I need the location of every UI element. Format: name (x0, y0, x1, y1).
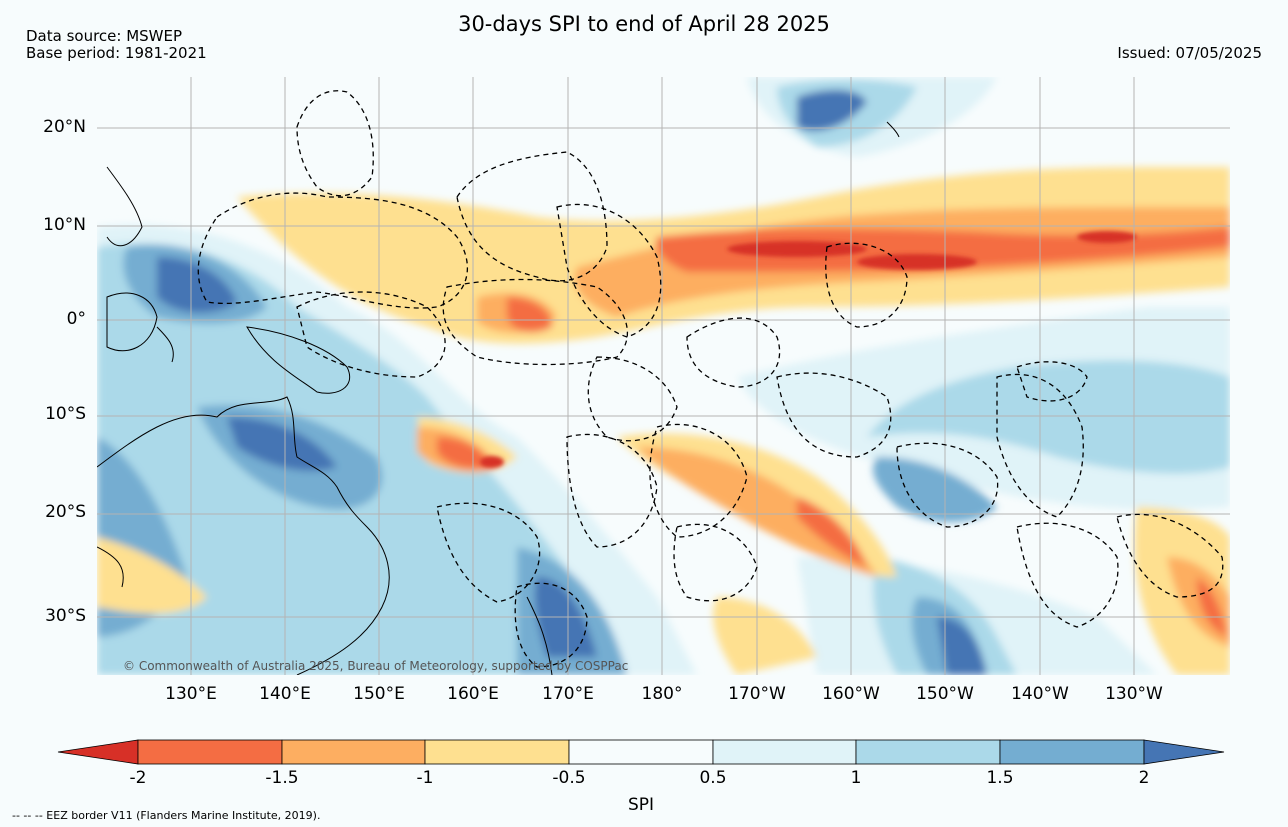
lon-label: 170°W (728, 684, 786, 704)
eez-border (296, 291, 446, 378)
issued-date-text: Issued: 07/05/2025 (1117, 44, 1262, 62)
lat-label: 20°N (43, 117, 86, 137)
lon-label: 130°W (1105, 684, 1163, 704)
colorbar-tick: -2 (129, 768, 147, 788)
eez-border (296, 90, 374, 197)
new-guinea-coast (246, 326, 351, 394)
colorbar-segment (999, 739, 1145, 765)
australia-coast (97, 396, 390, 675)
lon-label: 150°W (916, 684, 974, 704)
lat-label: 30°S (45, 606, 86, 626)
eez-border (825, 242, 908, 328)
spi-dry-extreme (857, 254, 977, 270)
colorbar-segment (281, 739, 426, 765)
colorbar-segment (855, 739, 1001, 765)
spi-dry-light (97, 537, 207, 614)
eez-border (776, 372, 892, 458)
lon-label: 140°E (259, 684, 311, 704)
spi-dry-extreme (727, 241, 867, 257)
spi-dry-strong (437, 437, 492, 469)
eez-border (556, 203, 662, 338)
spi-wet-extreme (937, 617, 987, 675)
spi-wet-strong (873, 457, 997, 522)
gridlines (97, 77, 1230, 675)
lat-label: 20°S (45, 502, 86, 522)
colorbar-segment (568, 739, 714, 765)
lon-label: 160°W (822, 684, 880, 704)
eez-border (996, 373, 1084, 518)
sulawesi-coast (156, 326, 174, 363)
eez-border (649, 423, 748, 538)
base-period-text: Base period: 1981-2021 (26, 44, 207, 62)
lon-label: 150°E (353, 684, 405, 704)
lon-label: 180° (641, 684, 683, 704)
colorbar-tick: -1.5 (265, 768, 299, 788)
eez-border (686, 317, 781, 388)
australia-west-coast (97, 546, 124, 588)
spi-dry-extreme-spots (480, 231, 1137, 468)
eez-border (587, 356, 678, 442)
new-zealand-coast (526, 596, 553, 675)
lon-label: 160°E (447, 684, 499, 704)
spi-map (97, 77, 1230, 675)
eez-border (896, 442, 999, 528)
colorbar-high-extension (1143, 739, 1225, 765)
spi-colorbar (57, 739, 1225, 765)
colorbar-tick: -1 (416, 768, 434, 788)
eez-border (1016, 522, 1119, 628)
spi-wet-extreme (227, 417, 337, 471)
eez-borders (197, 90, 1224, 668)
colorbar-label: SPI (627, 795, 655, 815)
spi-dry-extreme (480, 456, 504, 468)
colorbar-tick: 2 (1138, 768, 1150, 788)
eez-border (1016, 361, 1088, 402)
coastlines (97, 121, 900, 675)
colorbar-tick: 1.5 (986, 768, 1014, 788)
spi-wet-extreme (157, 257, 237, 313)
copyright-notice: © Commonwealth of Australia 2025, Bureau… (123, 659, 629, 673)
eez-border (456, 151, 608, 282)
colorbar-tick: 0.5 (699, 768, 727, 788)
eez-border (442, 278, 628, 366)
eez-border (436, 502, 541, 603)
colorbar-tick: -0.5 (552, 768, 586, 788)
lon-label: 140°W (1011, 684, 1069, 704)
colorbar-segment (137, 739, 283, 765)
spi-dry-extreme (1077, 231, 1137, 243)
lat-label: 0° (66, 309, 86, 329)
colorbar-segment (712, 739, 857, 765)
eez-border (566, 433, 658, 548)
lon-label: 130°E (165, 684, 217, 704)
spi-wet-medium (867, 360, 1230, 474)
lon-label: 170°E (542, 684, 594, 704)
colorbar-tick: 1 (850, 768, 862, 788)
hawaii-coast (886, 121, 900, 138)
philippines-coast (106, 166, 143, 247)
map-title: 30-days SPI to end of April 28 2025 (458, 12, 830, 36)
spi-map-canvas (97, 77, 1230, 675)
eez-border (1116, 513, 1224, 598)
colorbar-low-extension (57, 739, 139, 765)
lat-label: 10°S (45, 404, 86, 424)
borneo-coast (106, 292, 158, 352)
spi-wet-extreme (797, 90, 867, 131)
data-source-text: Data source: MSWEP (26, 27, 183, 45)
eez-border (673, 523, 758, 602)
spi-dry-strong (507, 297, 552, 333)
colorbar-segment (424, 739, 570, 765)
lat-label: 10°N (43, 215, 86, 235)
eez-footnote: -- -- -- EEZ border V11 (Flanders Marine… (12, 809, 321, 822)
spi-dry-strong (1197, 577, 1227, 637)
